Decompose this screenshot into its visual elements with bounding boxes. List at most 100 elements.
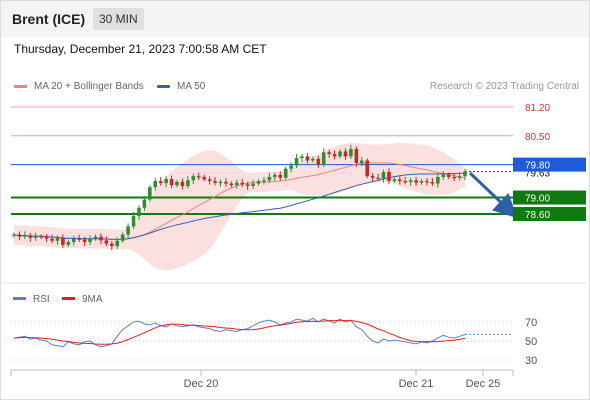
candle-body xyxy=(430,181,435,184)
candle-body xyxy=(305,156,310,161)
candle-body xyxy=(300,156,304,159)
candle-body xyxy=(403,181,408,183)
candle-body xyxy=(392,179,397,182)
candle-body xyxy=(359,160,364,163)
candle-body xyxy=(446,174,451,177)
candle-body xyxy=(55,237,60,241)
candle-body xyxy=(234,182,239,186)
timeframe-badge[interactable]: 30 MIN xyxy=(93,8,144,30)
support-label-1: 79.00 xyxy=(525,194,550,205)
candle-body xyxy=(66,241,71,245)
candle-body xyxy=(71,238,76,242)
instrument-title: Brent (ICE) xyxy=(12,11,86,27)
candle-body xyxy=(245,184,250,187)
candle-body xyxy=(408,180,413,182)
candle-body xyxy=(457,176,462,178)
candle-body xyxy=(120,234,125,241)
candle-body xyxy=(251,183,255,187)
resistance-label-1: 81.20 xyxy=(525,103,550,114)
rsi-scale-label-0: 70 xyxy=(525,317,537,329)
price-levels xyxy=(11,106,513,215)
legend-ma50: MA 50 xyxy=(157,81,205,92)
candle-body xyxy=(311,158,315,161)
candle-body xyxy=(273,174,277,177)
bollinger-bands xyxy=(14,142,465,271)
rsi-legend-label: RSI xyxy=(33,294,50,305)
candle-body xyxy=(425,181,429,183)
candle-body xyxy=(61,237,65,245)
ma50-swatch xyxy=(157,84,170,88)
candle-body xyxy=(354,148,359,163)
candle-body xyxy=(191,176,196,181)
candle-body xyxy=(126,226,130,235)
candle-body xyxy=(278,174,283,178)
candle-body xyxy=(82,239,87,242)
x-tick-label-0: Dec 20 xyxy=(184,378,219,390)
candle-body xyxy=(327,152,331,154)
candle-body xyxy=(207,179,212,182)
candle-body xyxy=(28,235,33,238)
support-label-2: 78.60 xyxy=(525,210,550,221)
candle-body xyxy=(338,151,342,157)
candle-body xyxy=(316,158,321,165)
pivot-label: 79.80 xyxy=(525,161,550,172)
candle-body xyxy=(186,180,190,187)
rsi-scale-label-2: 30 xyxy=(525,355,537,367)
candle-body xyxy=(33,236,38,238)
candle-body xyxy=(110,243,114,247)
candle-body xyxy=(88,238,92,242)
candle-body xyxy=(153,181,158,188)
candle-body xyxy=(463,171,467,177)
candle-body xyxy=(77,238,82,240)
candle-body xyxy=(213,181,217,183)
rsi-line xyxy=(13,317,466,348)
candle-body xyxy=(39,236,43,238)
candle-body xyxy=(414,180,418,183)
candle-body xyxy=(262,180,266,182)
candle-body xyxy=(441,174,446,177)
resistance-label-2: 80.50 xyxy=(525,132,550,143)
legend-label-ma20: MA 20 + Bollinger Bands xyxy=(34,81,144,92)
rsi-legend: RSI 9MA xyxy=(13,294,103,305)
candle-body xyxy=(12,234,16,236)
x-tick-label-1: Dec 21 xyxy=(399,378,434,390)
candle-body xyxy=(321,152,326,165)
candle-body xyxy=(349,148,353,157)
candle-body xyxy=(44,237,49,239)
rsi-swatch xyxy=(13,297,26,300)
rsi-panel: 70 50 30 xyxy=(11,317,537,367)
rsi-ma-legend-label: 9MA xyxy=(82,294,103,305)
candle-body xyxy=(93,236,98,239)
candle-body xyxy=(294,158,299,166)
candle-body xyxy=(267,176,272,181)
candle-body xyxy=(196,176,201,178)
candle-body xyxy=(224,181,228,184)
candle-body xyxy=(387,172,391,182)
candle-body xyxy=(17,234,22,237)
rsi-ma-swatch xyxy=(62,297,75,300)
candle-body xyxy=(436,176,440,184)
candle-body xyxy=(218,181,223,184)
legend-ma20-bollinger: MA 20 + Bollinger Bands xyxy=(14,81,144,92)
support-label-1-tag xyxy=(513,190,586,205)
rsi-scale-label-1: 50 xyxy=(525,336,537,348)
candle-body xyxy=(169,179,174,186)
report-datetime: Thursday, December 21, 2023 7:00:58 AM C… xyxy=(14,42,267,56)
candle-body xyxy=(175,181,179,186)
x-axis: Dec 20 Dec 21 Dec 25 xyxy=(10,369,514,390)
bollinger-band-fill xyxy=(14,142,465,271)
forecast-arrow xyxy=(468,171,518,219)
candlesticks xyxy=(12,144,467,251)
candle-body xyxy=(229,183,234,186)
candle-body xyxy=(397,179,402,182)
candle-body xyxy=(419,181,424,183)
candle-body xyxy=(240,182,245,185)
candle-body xyxy=(256,181,261,184)
candle-body xyxy=(23,235,27,237)
candle-body xyxy=(50,238,54,241)
candle-body xyxy=(343,151,348,157)
candle-body xyxy=(332,153,337,157)
candle-body xyxy=(148,187,152,200)
candle-body xyxy=(452,176,456,179)
